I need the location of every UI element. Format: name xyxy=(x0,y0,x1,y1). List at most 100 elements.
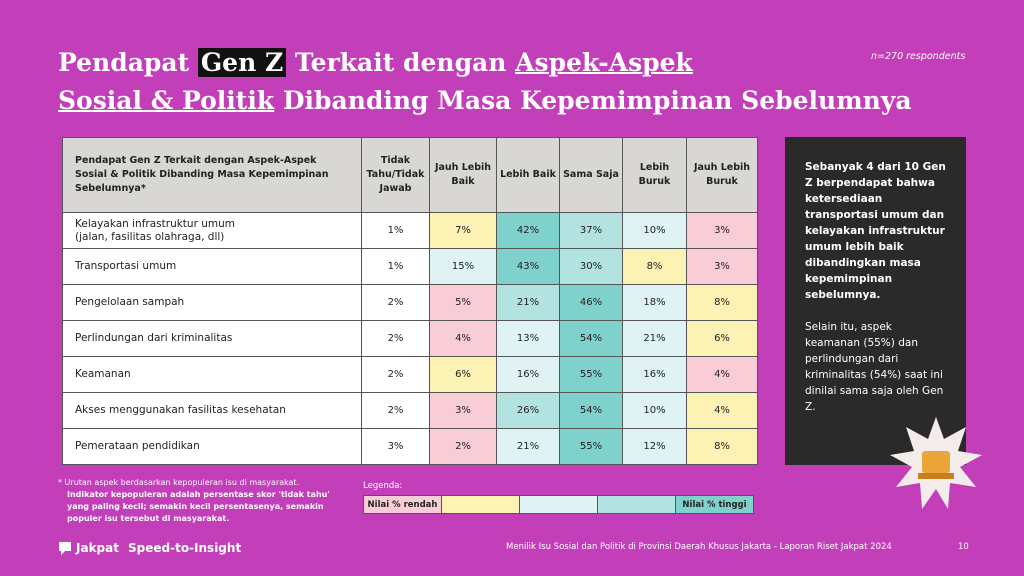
sample-size: n=270 respondents xyxy=(871,51,966,62)
column-header: Lebih Buruk xyxy=(622,137,687,213)
table-cell: 15% xyxy=(429,248,497,285)
table-cell: 54% xyxy=(559,392,623,429)
table-cell: 18% xyxy=(622,284,687,321)
title-part: Sosial & Politik xyxy=(58,86,275,115)
legend-box: Nilai % rendah xyxy=(364,496,441,513)
table-cell: 2% xyxy=(429,428,497,465)
table-cell: 10% xyxy=(622,392,687,429)
table-cell: 2% xyxy=(361,320,430,357)
legend-box xyxy=(441,496,519,513)
legend-box xyxy=(597,496,675,513)
title-part: Gen Z xyxy=(197,48,287,77)
table-cell: 30% xyxy=(559,248,623,285)
legend-box: Nilai % tinggi xyxy=(675,496,753,513)
column-header: Sama Saja xyxy=(559,137,623,213)
icon-building xyxy=(922,451,950,473)
table-cell: 2% xyxy=(361,392,430,429)
starburst-icon xyxy=(890,417,982,509)
title: Pendapat Gen Z Terkait dengan Aspek-Aspe… xyxy=(58,44,912,120)
row-label: Pemerataan pendidikan xyxy=(62,428,362,465)
legend-title: Legenda: xyxy=(363,481,403,491)
table-cell: 21% xyxy=(496,284,560,321)
row-label-line: Pengelolaan sampah xyxy=(75,296,185,308)
table-cell: 12% xyxy=(622,428,687,465)
title-line: Sosial & Politik Dibanding Masa Kepemimp… xyxy=(58,82,912,120)
row-label-line: Kelayakan infrastruktur umum xyxy=(75,217,235,230)
logo-icon xyxy=(59,542,71,555)
row-label: Keamanan xyxy=(62,356,362,393)
table-cell: 8% xyxy=(686,428,758,465)
table-cell: 4% xyxy=(686,392,758,429)
table-row: Kelayakan infrastruktur umum (jalan, fasi… xyxy=(62,212,758,249)
table-cell: 21% xyxy=(622,320,687,357)
table-cell: 7% xyxy=(429,212,497,249)
row-label: Perlindungan dari kriminalitas xyxy=(62,320,362,357)
row-label-line: Keamanan xyxy=(75,368,131,380)
logo-shape xyxy=(59,542,71,555)
row-label-line: Pemerataan pendidikan xyxy=(75,440,200,452)
table-cell: 16% xyxy=(622,356,687,393)
title-part: Dibanding Masa Kepemimpinan Sebelumnya xyxy=(274,86,912,115)
table-cell: 16% xyxy=(496,356,560,393)
column-header: Pendapat Gen Z Terkait dengan Aspek-Aspe… xyxy=(62,137,362,213)
table-cell: 3% xyxy=(361,428,430,465)
table-cell: 2% xyxy=(361,284,430,321)
row-label: Akses menggunakan fasilitas kesehatan xyxy=(62,392,362,429)
row-label: Kelayakan infrastruktur umum (jalan, fasi… xyxy=(62,212,362,249)
table-cell: 46% xyxy=(559,284,623,321)
legend-box xyxy=(519,496,597,513)
table-cell: 6% xyxy=(429,356,497,393)
footnote: * Urutan aspek berdasarkan kepopuleran i… xyxy=(58,477,338,525)
title-part: Aspek-Aspek xyxy=(515,48,693,77)
table-row: Pemerataan pendidikan 3% 2% 21% 55% 12% 8% xyxy=(62,428,758,465)
table-row: Transportasi umum 1% 15% 43% 30% 8% 3% xyxy=(62,248,758,285)
report-name: Menilik Isu Sosial dan Politik di Provin… xyxy=(506,542,892,552)
footnote-line: * Urutan aspek berdasarkan kepopuleran i… xyxy=(58,478,300,487)
row-label: Pengelolaan sampah xyxy=(62,284,362,321)
brand: Jakpat xyxy=(76,541,119,555)
page-number: 10 xyxy=(958,542,969,552)
table-cell: 3% xyxy=(429,392,497,429)
table-row: Perlindungan dari kriminalitas 2% 4% 13% 54%… xyxy=(62,320,758,357)
table-cell: 5% xyxy=(429,284,497,321)
table-cell: 3% xyxy=(686,212,758,249)
row-label-line: Akses menggunakan fasilitas kesehatan xyxy=(75,404,286,416)
table-cell: 8% xyxy=(622,248,687,285)
title-part: Pendapat xyxy=(58,48,198,77)
column-header: Tidak Tahu/Tidak Jawab xyxy=(361,137,430,213)
table-cell: 54% xyxy=(559,320,623,357)
table-cell: 1% xyxy=(361,248,430,285)
legend: Nilai % rendah Nilai % tinggi xyxy=(363,495,754,514)
column-header: Lebih Baik xyxy=(496,137,560,213)
table-cell: 4% xyxy=(429,320,497,357)
table-cell: 21% xyxy=(496,428,560,465)
row-label-line: Transportasi umum xyxy=(75,260,177,272)
table-cell: 37% xyxy=(559,212,623,249)
table-cell: 42% xyxy=(496,212,560,249)
table-cell: 1% xyxy=(361,212,430,249)
title-part: Terkait dengan xyxy=(286,48,516,77)
table-cell: 43% xyxy=(496,248,560,285)
title-line: Pendapat Gen Z Terkait dengan Aspek-Aspe… xyxy=(58,44,912,82)
header-row: Pendapat Gen Z Terkait dengan Aspek-Aspe… xyxy=(62,137,758,213)
row-label: Transportasi umum xyxy=(62,248,362,285)
data-table: Pendapat Gen Z Terkait dengan Aspek-Aspe… xyxy=(62,137,758,465)
icon-base xyxy=(918,473,954,479)
table-cell: 55% xyxy=(559,356,623,393)
table-cell: 55% xyxy=(559,428,623,465)
table-row: Akses menggunakan fasilitas kesehatan 2% 3… xyxy=(62,392,758,429)
table-cell: 2% xyxy=(361,356,430,393)
table-cell: 4% xyxy=(686,356,758,393)
table-cell: 6% xyxy=(686,320,758,357)
insight-bold: Sebanyak 4 dari 10 Gen Z berpendapat bah… xyxy=(805,161,946,301)
column-header: Jauh Lebih Baik xyxy=(429,137,497,213)
table-row: Keamanan 2% 6% 16% 55% 16% 4% xyxy=(62,356,758,393)
insight-box: Sebanyak 4 dari 10 Gen Z berpendapat bah… xyxy=(785,137,966,465)
table-cell: 10% xyxy=(622,212,687,249)
table-cell: 3% xyxy=(686,248,758,285)
table-cell: 26% xyxy=(496,392,560,429)
row-label-line: (jalan, fasilitas olahraga, dll) xyxy=(75,230,225,243)
row-label-line: Perlindungan dari kriminalitas xyxy=(75,332,233,344)
tagline: Speed-to-Insight xyxy=(128,541,242,555)
